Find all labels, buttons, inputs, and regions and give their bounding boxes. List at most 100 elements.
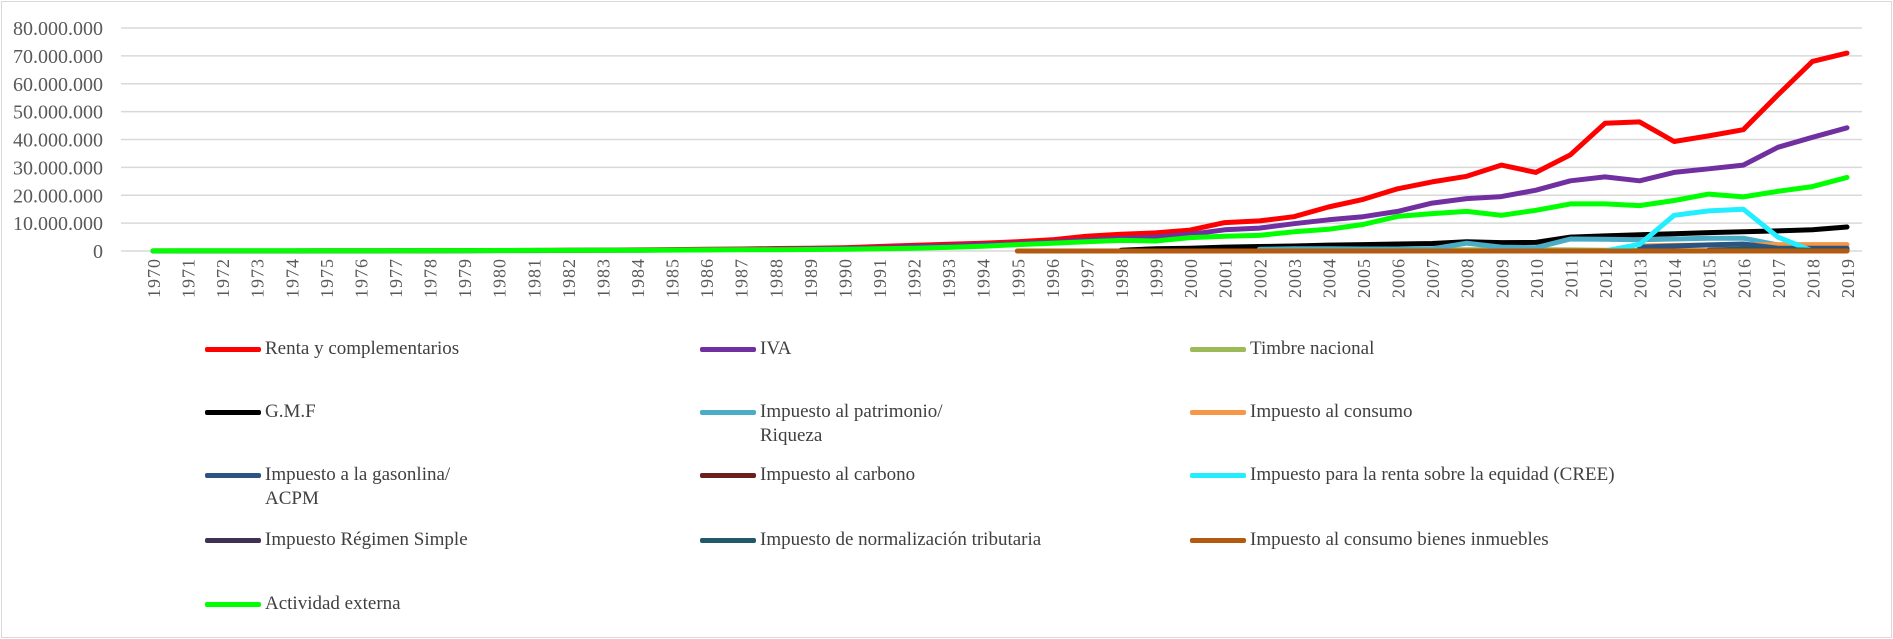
legend-item: Timbre nacional xyxy=(1190,337,1374,361)
y-tick-label: 70.000.000 xyxy=(13,46,103,68)
legend-item: Renta y complementarios xyxy=(205,337,459,361)
legend-item: Impuesto al consumo bienes inmuebles xyxy=(1190,528,1549,552)
series-line-0 xyxy=(150,50,1850,254)
x-tick-label: 2014 xyxy=(1665,258,1685,298)
legend-label: Impuesto al patrimonio/ Riqueza xyxy=(760,401,943,446)
legend-swatch xyxy=(700,347,756,352)
legend-swatch xyxy=(700,538,756,543)
legend-label: Impuesto al consumo xyxy=(1250,401,1413,422)
y-tick-label: 80.000.000 xyxy=(13,18,103,40)
x-tick-label: 1970 xyxy=(144,258,164,298)
x-tick-label: 1998 xyxy=(1112,258,1132,298)
legend-label: Impuesto de normalización tributaria xyxy=(760,529,1042,550)
legend-swatch xyxy=(205,538,261,543)
legend-swatch xyxy=(700,410,756,415)
x-tick-label: 2018 xyxy=(1803,258,1823,298)
legend-item: IVA xyxy=(700,337,791,361)
legend-label: Impuesto Régimen Simple xyxy=(265,529,468,550)
x-tick-label: 2016 xyxy=(1734,258,1754,298)
legend-swatch xyxy=(205,602,261,607)
legend-label: Impuesto a la gasonlina/ ACPM xyxy=(265,464,451,509)
legend-item: Impuesto al consumo xyxy=(1190,400,1413,424)
x-tick-label: 2008 xyxy=(1458,258,1478,298)
legend-item: Actividad externa xyxy=(205,592,401,616)
x-tick-label: 2019 xyxy=(1838,258,1858,298)
x-tick-label: 1981 xyxy=(524,258,544,298)
x-tick-label: 2013 xyxy=(1631,258,1651,298)
y-tick-label: 10.000.000 xyxy=(13,213,103,235)
series-line-3 xyxy=(1118,224,1850,253)
y-tick-label: 0 xyxy=(93,241,103,263)
x-tick-label: 2010 xyxy=(1527,258,1547,298)
legend-item: Impuesto de normalización tributaria xyxy=(700,528,1041,552)
legend-swatch xyxy=(1190,410,1246,415)
legend-label: Actividad externa xyxy=(265,593,401,614)
legend-label: Impuesto para la renta sobre la equidad … xyxy=(1250,464,1615,485)
x-tick-label: 1989 xyxy=(801,258,821,298)
x-tick-label: 1980 xyxy=(490,258,510,298)
legend-item: Impuesto al carbono xyxy=(700,463,915,487)
x-tick-label: 1977 xyxy=(386,258,406,298)
x-tick-label: 1974 xyxy=(282,258,302,298)
x-tick-label: 1987 xyxy=(732,258,752,298)
legend-label: Impuesto al consumo bienes inmuebles xyxy=(1250,529,1549,550)
x-tick-label: 2003 xyxy=(1285,258,1305,298)
x-tick-label: 2001 xyxy=(1216,258,1236,298)
series-line-12 xyxy=(150,174,1850,254)
legend-swatch xyxy=(1190,538,1246,543)
y-tick-label: 40.000.000 xyxy=(13,130,103,152)
x-tick-label: 1994 xyxy=(974,258,994,298)
x-tick-label: 1988 xyxy=(766,258,786,298)
x-tick-label: 1982 xyxy=(559,258,579,298)
x-tick-label: 2017 xyxy=(1769,258,1789,298)
x-tick-label: 2015 xyxy=(1700,258,1720,298)
legend-swatch xyxy=(1190,347,1246,352)
legend-swatch xyxy=(205,473,261,478)
x-tick-label: 1984 xyxy=(628,258,648,298)
x-tick-label: 2006 xyxy=(1389,258,1409,298)
x-tick-label: 2004 xyxy=(1319,258,1339,298)
x-tick-label: 1972 xyxy=(213,258,233,298)
legend-swatch xyxy=(700,473,756,478)
y-tick-label: 50.000.000 xyxy=(13,102,103,124)
x-tick-label: 2002 xyxy=(1250,258,1270,298)
series-line-8 xyxy=(1602,206,1815,254)
x-tick-label: 2000 xyxy=(1181,258,1201,298)
legend-label: Renta y complementarios xyxy=(265,338,460,359)
y-tick-label: 60.000.000 xyxy=(13,74,103,96)
y-tick-label: 30.000.000 xyxy=(13,157,103,179)
x-tick-label: 2011 xyxy=(1561,258,1581,297)
legend-item: Impuesto Régimen Simple xyxy=(205,528,468,552)
x-tick-label: 1973 xyxy=(248,258,268,298)
x-tick-label: 1992 xyxy=(905,258,925,298)
x-tick-label: 1971 xyxy=(179,258,199,298)
x-tick-label: 1990 xyxy=(835,258,855,298)
legend-swatch xyxy=(1190,473,1246,478)
legend-item: Impuesto al patrimonio/ Riqueza xyxy=(700,400,943,448)
x-tick-label: 1985 xyxy=(663,258,683,298)
x-tick-label: 1999 xyxy=(1147,258,1167,298)
legend-label: Timbre nacional xyxy=(1250,338,1375,359)
x-tick-label: 1995 xyxy=(1008,258,1028,298)
x-tick-label: 1975 xyxy=(317,258,337,298)
x-tick-label: 2009 xyxy=(1492,258,1512,298)
x-tick-label: 1978 xyxy=(421,258,441,298)
legend-item: Impuesto a la gasonlina/ ACPM xyxy=(205,463,450,511)
x-tick-label: 2012 xyxy=(1596,258,1616,298)
x-tick-label: 1986 xyxy=(697,258,717,298)
legend-label: IVA xyxy=(760,338,792,359)
x-tick-label: 2007 xyxy=(1423,258,1443,298)
legend-label: G.M.F xyxy=(265,401,316,422)
y-tick-label: 20.000.000 xyxy=(13,185,103,207)
x-tick-label: 1983 xyxy=(593,258,613,298)
x-tick-label: 1991 xyxy=(870,258,890,298)
x-tick-label: 1997 xyxy=(1077,258,1097,298)
x-tick-label: 1993 xyxy=(939,258,959,298)
x-tick-label: 1976 xyxy=(351,258,371,298)
x-tick-label: 1996 xyxy=(1043,258,1063,298)
legend-swatch xyxy=(205,410,261,415)
x-tick-label: 2005 xyxy=(1354,258,1374,298)
legend-item: G.M.F xyxy=(205,400,316,424)
